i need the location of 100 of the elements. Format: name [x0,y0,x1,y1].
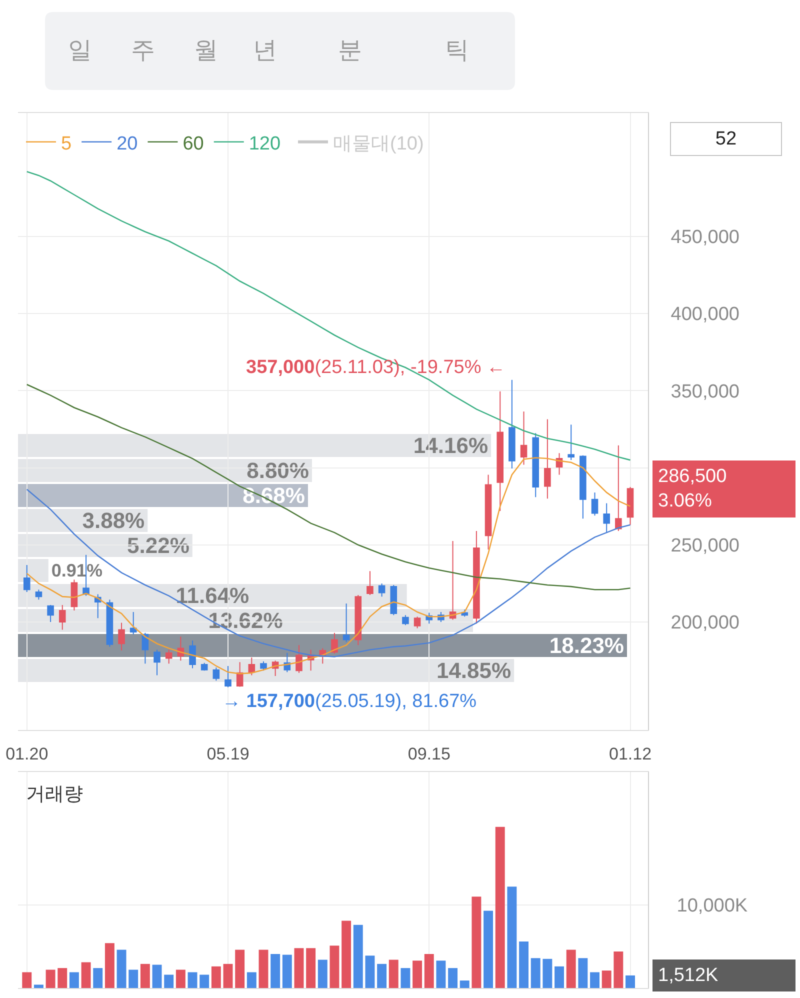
bar [93,968,103,988]
bar [282,954,292,988]
candlestick [23,564,30,592]
text: 틱 [445,37,469,64]
bar [590,972,600,988]
bar [128,970,138,988]
candlestick [331,632,338,654]
candlestick [106,599,114,648]
bar [342,920,352,988]
candlestick [568,424,574,461]
text: 주 [131,37,155,64]
bar [448,968,458,988]
bar [507,886,517,988]
text: 1,512K [658,965,719,986]
annotation: 357,000(25.11.03), -19.75% ← [246,357,506,378]
bar [484,910,494,988]
candlestick [544,418,551,500]
y-tick-label: 350,000 [670,381,740,402]
bar [436,960,446,988]
y-tick-label: 450,000 [670,227,740,248]
bar [116,950,126,988]
data-label: 18.23% [549,633,624,658]
candlestick [70,579,78,611]
y-tick-label: 200,000 [670,612,740,634]
bar [412,960,422,988]
candlestick [130,612,137,635]
bar [58,968,68,988]
candlestick [378,582,386,598]
candlestick [35,589,42,600]
bar [294,948,304,988]
bar [270,954,280,988]
annotation: → 157,700(25.05.19), 81.67% [222,691,477,712]
bar [176,970,186,988]
bar [306,948,316,988]
x-tick-label: 01.12 [608,744,652,764]
bar [365,956,375,988]
bar [400,968,410,988]
bar [602,970,612,988]
candlestick [402,614,409,626]
candlestick [342,603,350,643]
x-tick-label: 09.15 [408,744,450,764]
bar [460,980,470,988]
candlestick [366,570,374,596]
text: 거래량 [26,784,83,805]
bar [353,924,363,988]
text: 일 [68,37,92,64]
bar [424,954,434,988]
x-tick-label: 05.19 [206,744,250,764]
candlestick [224,665,232,688]
candlestick [591,492,598,516]
candlestick [118,622,125,652]
bar [519,941,529,988]
candlestick [142,632,149,664]
bar [258,950,268,988]
bar [188,972,198,988]
candlestick [354,594,362,646]
candlestick [200,662,208,672]
bar [626,975,635,988]
candlestick [626,486,634,526]
candlestick [390,584,398,616]
bar [542,958,552,988]
y-tick-label: 10,000K [676,896,748,917]
bar [81,962,91,988]
bar [211,966,221,988]
candlestick [260,660,267,672]
candlestick [532,432,539,498]
bar [614,951,624,988]
bar [152,964,162,988]
candlestick [449,540,456,620]
bar [200,974,210,988]
bar [330,946,340,988]
candlestick [296,644,302,674]
y-tick-label: 400,000 [670,304,740,326]
bar [69,972,79,988]
data-label: 14.85% [436,658,512,683]
candlestick [58,604,66,630]
candlestick [47,604,54,623]
bar [566,950,576,988]
bar [495,826,505,988]
bar [34,984,44,988]
x-tick-label: 01.20 [6,744,48,764]
candlestick [580,454,586,520]
bar [46,970,56,988]
bar [246,972,256,988]
legend-label: 5 [61,133,72,154]
bar [235,950,245,988]
y-tick-label: 250,000 [670,536,740,557]
text: 52 [715,128,737,150]
candlestick [496,390,504,512]
bar [318,960,328,988]
bar [223,964,233,988]
bar [104,943,114,988]
data-label: 3.88% [82,508,145,533]
candlestick [603,502,610,534]
candlestick [615,444,622,532]
text: 년 [253,37,277,64]
data-label: 14.16% [413,433,488,458]
bar [530,958,540,988]
data-label: 11.64% [176,583,250,608]
candlestick [212,667,220,682]
